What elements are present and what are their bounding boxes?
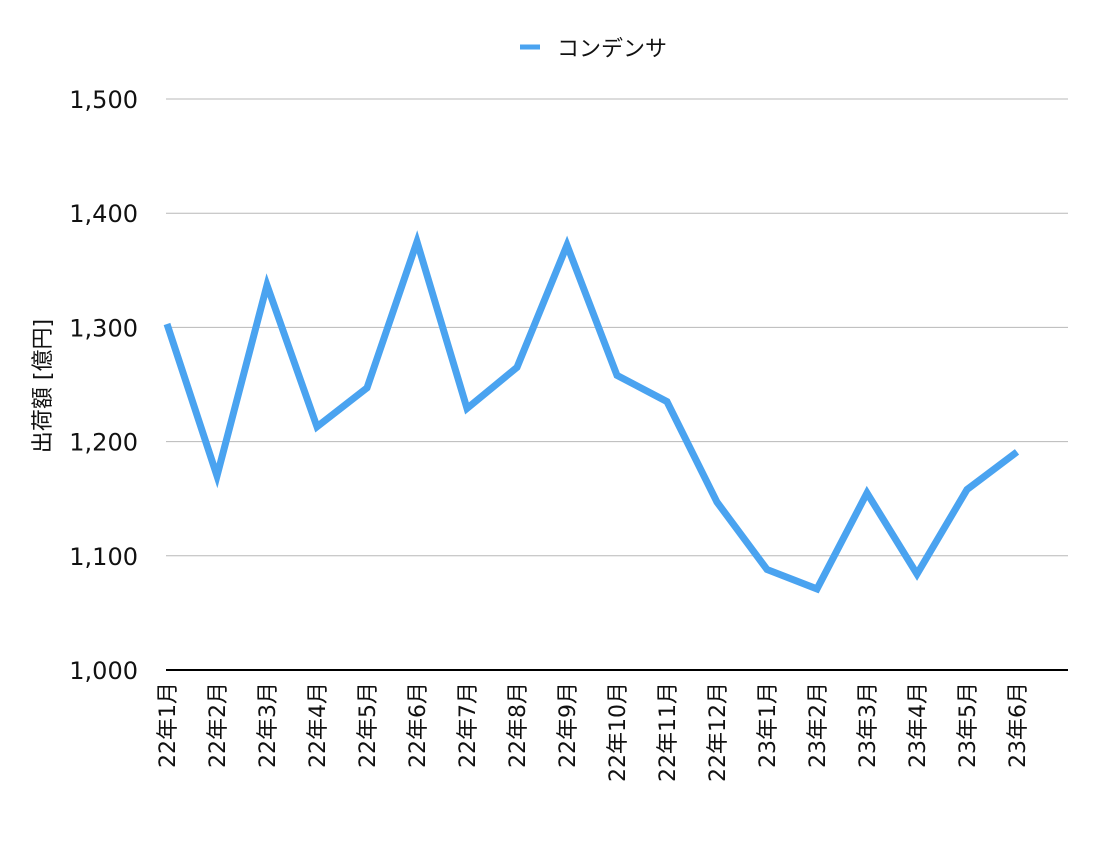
x-tick-label: 22年4月	[306, 682, 331, 768]
y-tick-label: 1,000	[69, 657, 138, 685]
legend-label: コンデンサ	[557, 37, 667, 62]
x-tick-label: 23年2月	[806, 682, 831, 768]
x-tick-label: 22年9月	[556, 682, 581, 768]
y-tick-label: 1,200	[69, 429, 138, 457]
y-tick-label: 1,500	[69, 86, 138, 114]
series-line	[163, 230, 1020, 594]
x-tick-label: 22年11月	[656, 682, 681, 782]
x-axis: 22年1月 22年2月 22年3月 22年4月 22年5月 22年6月 22年7月 22年8月…	[156, 669, 1068, 782]
grid-lines	[166, 98, 1068, 557]
series-layer	[163, 230, 1020, 594]
x-tick-label: 22年12月	[706, 682, 731, 782]
y-tick-label: 1,100	[69, 543, 138, 571]
y-axis: 1,000 1,100 1,200 1,300 1,400 1,500	[69, 86, 138, 685]
x-tick-label: 22年2月	[206, 682, 231, 768]
x-tick-label: 23年1月	[756, 682, 781, 768]
x-tick-label: 22年6月	[406, 682, 431, 768]
x-tick-label: 22年1月	[156, 682, 181, 768]
x-tick-label: 23年5月	[956, 682, 981, 768]
x-tick-label: 22年7月	[456, 682, 481, 768]
y-tick-label: 1,400	[69, 200, 138, 228]
x-tick-label: 23年6月	[1006, 682, 1031, 768]
x-tick-label: 22年8月	[506, 682, 531, 768]
x-tick-label: 23年3月	[856, 682, 881, 768]
legend: コンデンサ	[520, 37, 667, 62]
x-tick-label: 22年5月	[356, 682, 381, 768]
x-tick-label: 23年4月	[906, 682, 931, 768]
x-tick-label: 22年3月	[256, 682, 281, 768]
y-tick-label: 1,300	[69, 314, 138, 342]
y-axis-title: 出荷額 [億円]	[31, 319, 56, 453]
x-tick-label: 22年10月	[606, 682, 631, 782]
